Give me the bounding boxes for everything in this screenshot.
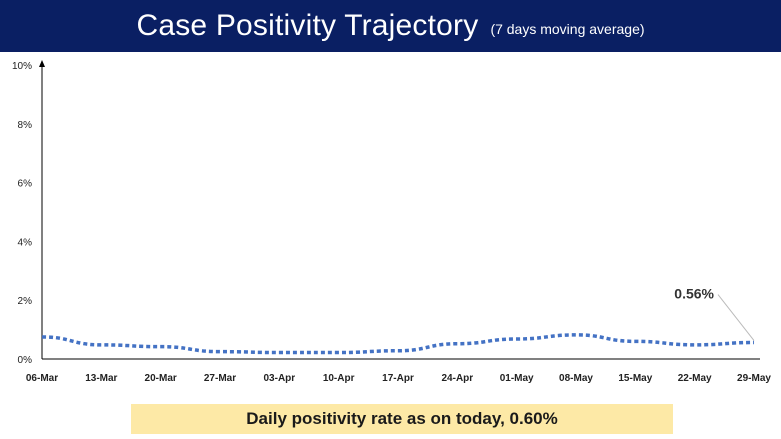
y-tick-label: 8% (18, 120, 33, 131)
x-tick-label: 15-May (618, 373, 652, 384)
x-tick-label: 20-Mar (145, 373, 177, 384)
x-tick-label: 24-Apr (441, 373, 473, 384)
chart-subtitle: (7 days moving average) (490, 21, 645, 37)
chart-title: Case Positivity Trajectory (136, 9, 479, 42)
x-tick-label: 06-Mar (26, 373, 58, 384)
series-line (41, 333, 755, 355)
x-tick-label: 29-May (737, 373, 771, 384)
annotation-leader (717, 294, 755, 341)
line-chart: 0% 2% 4% 6% 8% 10% 06-Mar 13-Mar 20-Mar 27-Mar 03-… (12, 60, 771, 384)
x-tick-label: 08-May (559, 373, 593, 384)
annotation-label: 0.56% (674, 286, 714, 302)
y-tick-label: 10% (12, 61, 32, 72)
x-tick-label: 17-Apr (382, 373, 414, 384)
x-tick-label: 22-May (678, 373, 712, 384)
x-tick-label: 27-Mar (204, 373, 236, 384)
y-tick-label: 4% (18, 237, 33, 248)
x-tick-label: 13-Mar (85, 373, 117, 384)
chart-area: 0% 2% 4% 6% 8% 10% 06-Mar 13-Mar 20-Mar 27-Mar 03-… (0, 52, 781, 392)
y-tick-label: 0% (18, 355, 33, 366)
x-tick-label: 10-Apr (323, 373, 355, 384)
header-banner: Case Positivity Trajectory (7 days movin… (0, 0, 781, 52)
x-tick-label: 03-Apr (263, 373, 295, 384)
y-axis-arrow (39, 60, 45, 67)
y-tick-label: 2% (18, 296, 33, 307)
y-tick-label: 6% (18, 179, 33, 190)
x-tick-label: 01-May (500, 373, 534, 384)
daily-positivity-text: Daily positivity rate as on today, 0.60% (246, 409, 558, 428)
daily-positivity-banner: Daily positivity rate as on today, 0.60% (131, 404, 673, 434)
